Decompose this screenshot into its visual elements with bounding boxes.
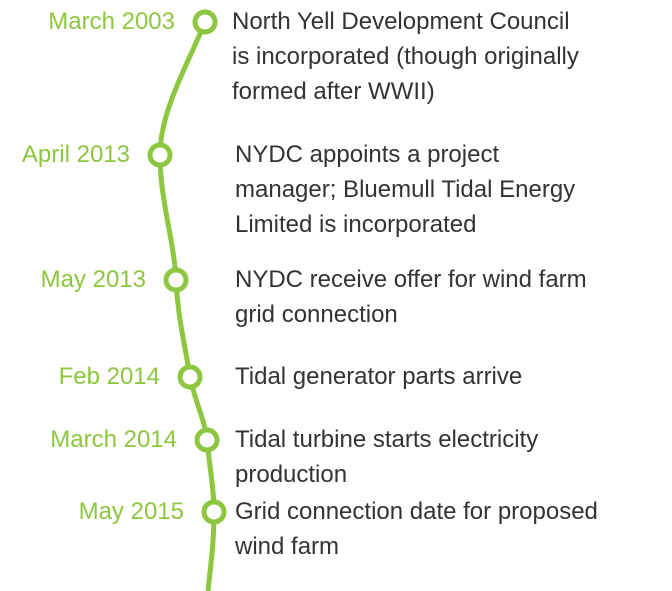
event-date: April 2013 xyxy=(21,141,130,168)
event-date: March 2003 xyxy=(48,8,175,35)
description-line: wind farm xyxy=(235,533,340,560)
timeline-node xyxy=(147,142,173,168)
description-line: Tidal generator parts arrive xyxy=(235,363,523,390)
event-description: Grid connection date for proposed wind fa… xyxy=(235,494,598,564)
event-description: Tidal generator parts arrive xyxy=(235,359,522,394)
description-line: manager; Bluemull Tidal Energy xyxy=(235,176,576,203)
description-line: is incorporated (though originally xyxy=(232,43,579,70)
event-description: Tidal turbine starts electricity producti… xyxy=(235,422,538,492)
description-line: grid connection xyxy=(235,301,398,328)
event-date: Feb 2014 xyxy=(58,363,160,390)
description-line: Limited is incorporated xyxy=(235,211,477,238)
event-description: North Yell Development Council is incorpo… xyxy=(232,4,579,109)
timeline-node xyxy=(177,364,203,390)
timeline-node xyxy=(194,427,220,453)
description-line: NYDC receive offer for wind farm xyxy=(235,266,587,293)
description-line: formed after WWII) xyxy=(232,78,435,105)
event-date: May 2013 xyxy=(40,266,146,293)
event-date: March 2014 xyxy=(50,426,177,453)
timeline-node xyxy=(163,267,189,293)
event-description: NYDC receive offer for wind farm grid con… xyxy=(235,262,587,332)
description-line: North Yell Development Council xyxy=(232,8,570,35)
description-line: Tidal turbine starts electricity xyxy=(235,426,539,453)
event-date: May 2015 xyxy=(78,498,184,525)
timeline-node xyxy=(192,9,218,35)
description-line: NYDC appoints a project xyxy=(235,141,500,168)
description-line: production xyxy=(235,461,348,488)
description-line: Grid connection date for proposed xyxy=(235,498,598,525)
event-description: NYDC appoints a project manager; Bluemull… xyxy=(235,137,575,242)
timeline-node xyxy=(201,499,227,525)
